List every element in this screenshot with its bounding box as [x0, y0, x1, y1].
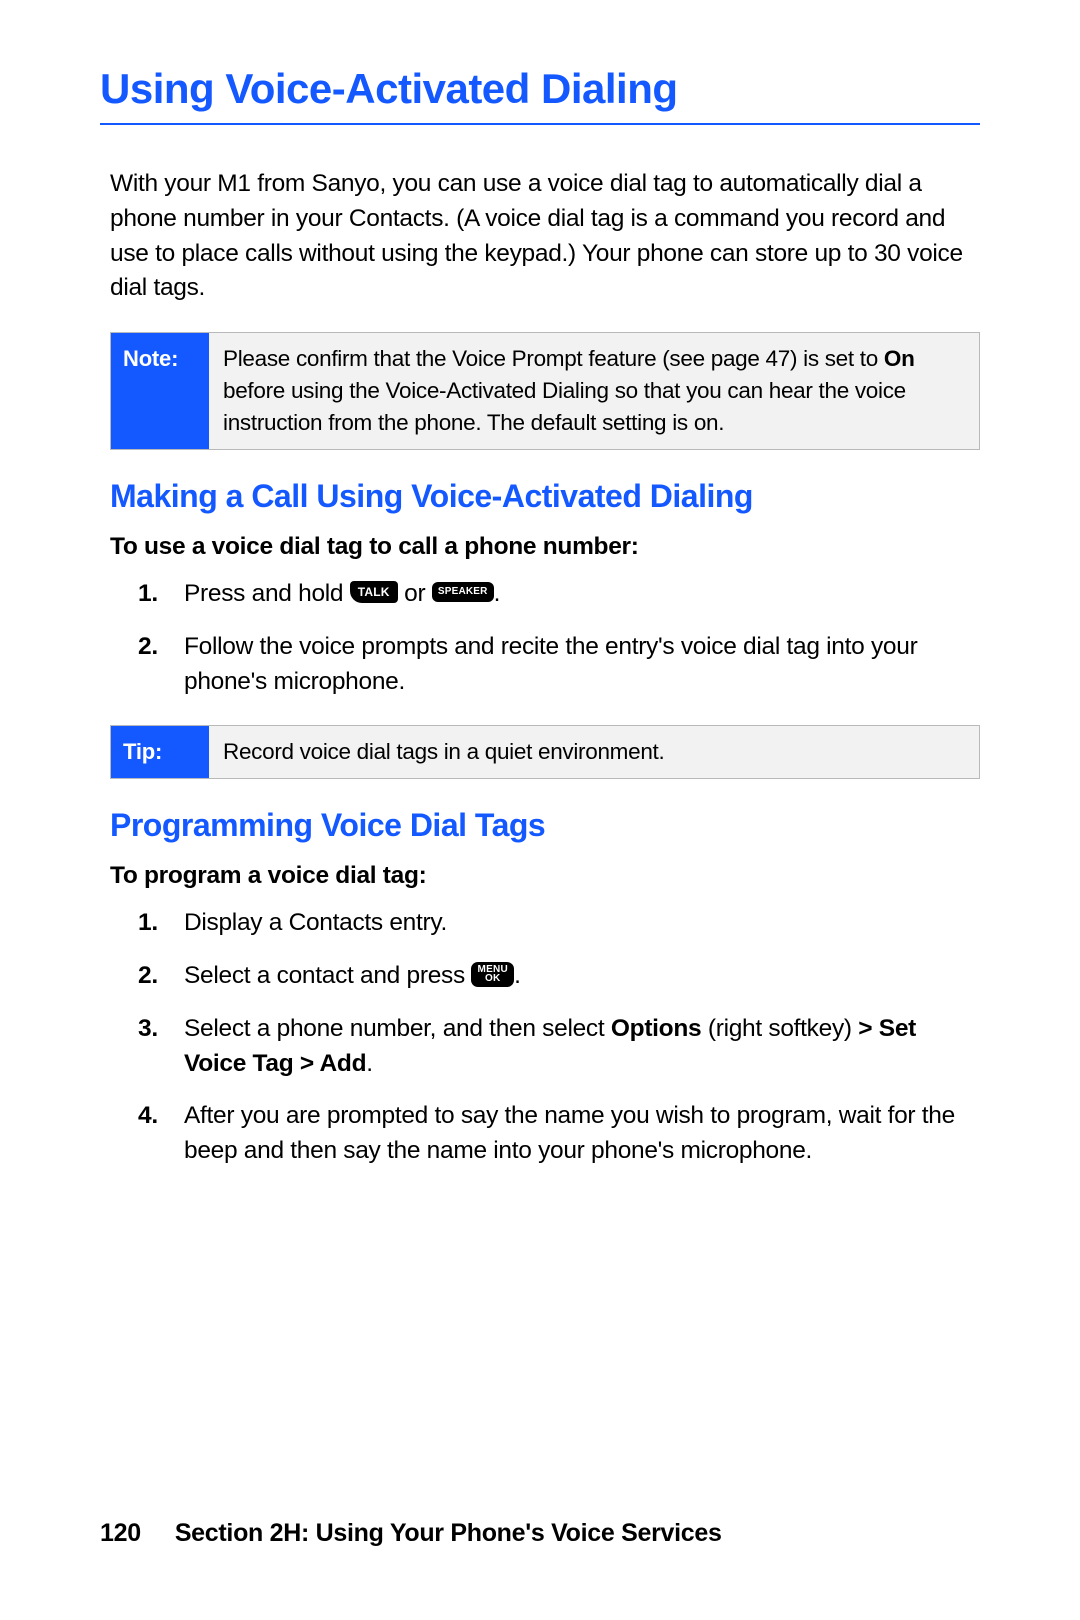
step-text: Select a phone number, and then select [184, 1015, 611, 1042]
step-bold: Options [611, 1015, 701, 1042]
page-title: Using Voice-Activated Dialing [100, 65, 980, 125]
tip-callout: Tip: Record voice dial tags in a quiet e… [110, 725, 980, 779]
tip-body: Record voice dial tags in a quiet enviro… [209, 726, 979, 778]
step-text: . [366, 1050, 373, 1077]
talk-key-icon: TALK [350, 581, 398, 603]
page-footer: 120 Section 2H: Using Your Phone's Voice … [100, 1519, 722, 1548]
list-item: Select a phone number, and then select O… [184, 1012, 980, 1082]
note-callout: Note: Please confirm that the Voice Prom… [110, 332, 980, 450]
list-item: Follow the voice prompts and recite the … [184, 630, 980, 700]
section2-title: Programming Voice Dial Tags [110, 807, 980, 844]
page: Using Voice-Activated Dialing With your … [0, 0, 1080, 1620]
intro-paragraph: With your M1 from Sanyo, you can use a v… [110, 167, 980, 306]
note-text-before: Please confirm that the Voice Prompt fea… [223, 346, 884, 371]
step-text: (right softkey) [701, 1015, 858, 1042]
page-number: 120 [100, 1519, 141, 1547]
list-item: Display a Contacts entry. [184, 906, 980, 941]
section-label: Section 2H: Using Your Phone's Voice Ser… [175, 1519, 722, 1547]
step-text: . [514, 962, 521, 989]
list-item: After you are prompted to say the name y… [184, 1099, 980, 1169]
section1-title: Making a Call Using Voice-Activated Dial… [110, 478, 980, 515]
section1-subhead: To use a voice dial tag to call a phone … [110, 533, 980, 561]
section1-steps: Press and hold TALK or SPEAKER. Follow t… [110, 577, 980, 699]
note-text-bold: On [884, 346, 915, 371]
note-text-after: before using the Voice-Activated Dialing… [223, 378, 906, 435]
note-label: Note: [111, 333, 209, 449]
step-text: Press and hold [184, 580, 350, 607]
list-item: Press and hold TALK or SPEAKER. [184, 577, 980, 612]
note-body: Please confirm that the Voice Prompt fea… [209, 333, 979, 449]
section2-subhead: To program a voice dial tag: [110, 862, 980, 890]
section2-steps: Display a Contacts entry. Select a conta… [110, 906, 980, 1169]
step-text: Select a contact and press [184, 962, 471, 989]
tip-label: Tip: [111, 726, 209, 778]
step-text: . [494, 580, 501, 607]
list-item: Select a contact and press MENUOK. [184, 959, 980, 994]
content: With your M1 from Sanyo, you can use a v… [100, 167, 980, 1169]
speaker-key-icon: SPEAKER [432, 582, 494, 602]
step-text: or [398, 580, 432, 607]
menu-ok-key-icon: MENUOK [471, 962, 514, 987]
